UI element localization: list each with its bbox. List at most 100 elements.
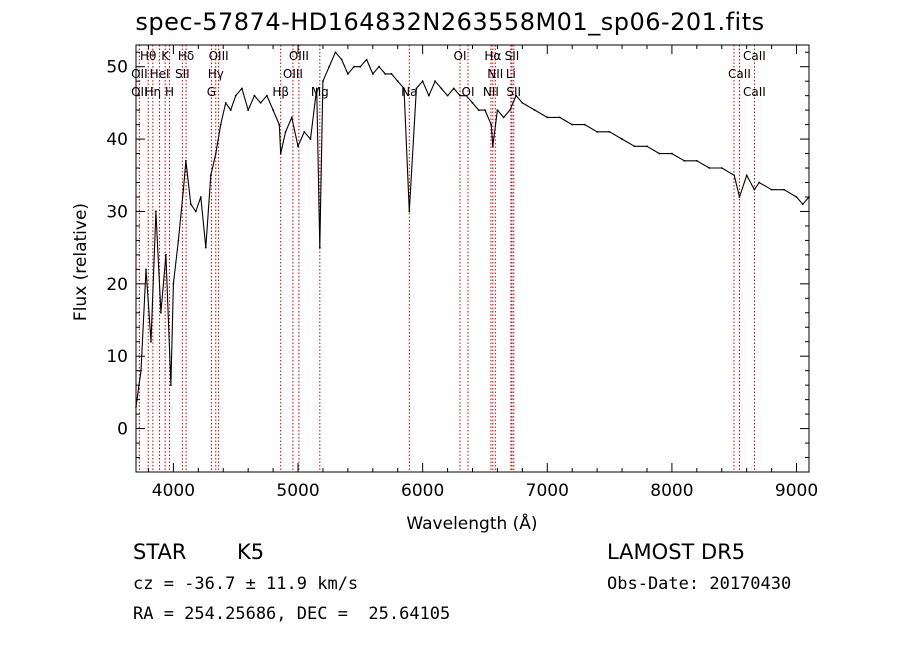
data-point [199, 196, 202, 198]
data-point [224, 101, 227, 104]
data-point [172, 282, 175, 285]
line-annotation: K [161, 49, 170, 63]
data-point [155, 210, 157, 213]
y-tick-label: 30 [106, 202, 128, 222]
line-annotation: NII [487, 67, 503, 81]
line-annotation: CaII [743, 85, 766, 99]
data-point [390, 73, 393, 75]
data-point [328, 65, 331, 68]
data-point [177, 239, 180, 242]
y-tick-label: 0 [117, 420, 128, 440]
data-point [359, 65, 362, 68]
data-point [160, 311, 162, 314]
data-point [403, 87, 405, 90]
line-annotation: Hθ [140, 49, 156, 63]
data-point [683, 159, 686, 162]
observation-date: Obs-Date: 20170430 [607, 574, 792, 594]
chart-title: spec-57874-HD164832N263558M01_sp06-201.f… [135, 8, 765, 36]
y-tick-label: 10 [106, 347, 128, 367]
data-point [253, 94, 256, 97]
data-point [322, 80, 324, 83]
data-point [440, 87, 443, 90]
data-point [169, 384, 172, 387]
data-point [334, 51, 337, 54]
data-point [571, 123, 574, 126]
line-markers [138, 45, 755, 472]
series-layer [135, 51, 810, 408]
plot-border [135, 44, 810, 473]
data-point [515, 94, 518, 97]
x-axis: 4000 5000 6000 7000 8000 9000 [147, 45, 818, 501]
data-point [408, 210, 411, 213]
data-point [427, 94, 430, 97]
redshift-cz: cz = -36.7 ± 11.9 km/s [133, 574, 359, 594]
data-point [184, 159, 187, 162]
data-point [491, 145, 494, 148]
line-annotation: SII [175, 67, 190, 81]
data-point [596, 130, 599, 133]
data-point [546, 116, 549, 119]
data-point [795, 196, 798, 198]
line-annotation: OI [454, 49, 467, 63]
line-annotation: H [165, 85, 174, 99]
data-point [745, 174, 748, 177]
line-annotation: Li [506, 67, 516, 81]
data-point [521, 101, 524, 104]
data-point [508, 109, 511, 112]
line-annotation: Hβ [272, 85, 289, 99]
line-annotations: Hθ K Hδ OIII OIII OI Hα SII CaII OII HeI SII Hγ OIII N… [131, 49, 766, 99]
data-point [477, 109, 480, 112]
line-annotation: HeI [150, 67, 170, 81]
data-point [340, 58, 343, 61]
data-point [241, 87, 243, 90]
data-point [182, 188, 185, 191]
data-point [633, 145, 636, 148]
data-point [753, 188, 756, 191]
x-tick-label: 9000 [775, 481, 818, 501]
line-annotation: OI [462, 85, 475, 99]
data-point [290, 116, 293, 119]
data-point [165, 253, 167, 256]
data-point [658, 152, 661, 155]
y-tick-label: 20 [106, 275, 128, 295]
data-point [189, 203, 192, 206]
line-annotation: G [207, 85, 216, 99]
line-annotation: Hδ [178, 49, 194, 63]
data-point [234, 94, 237, 97]
line-annotation: CaII [728, 67, 751, 81]
data-point [695, 159, 698, 162]
line-annotation: SII [506, 85, 521, 99]
data-point [733, 174, 736, 177]
x-axis-label: Wavelength (Å) [406, 512, 537, 534]
data-point [583, 123, 586, 126]
line-annotation: Hη [145, 85, 162, 99]
data-point [315, 87, 318, 90]
data-point [484, 109, 486, 112]
plot-frame [135, 44, 810, 473]
data-point [318, 246, 321, 249]
line-annotation: Mg [311, 85, 329, 99]
data-point [284, 130, 287, 133]
line-annotation: OIII [209, 49, 229, 63]
y-axis-label: Flux (relative) [71, 203, 91, 321]
data-point [214, 152, 217, 155]
data-point [671, 152, 673, 155]
object-type: STAR [133, 540, 187, 564]
y-tick-label: 50 [106, 58, 128, 78]
data-point [346, 73, 349, 75]
data-point [421, 80, 424, 83]
data-point [229, 109, 232, 112]
data-point [720, 167, 723, 169]
data-point [708, 167, 711, 169]
data-point [219, 123, 222, 126]
line-annotation: CaII [743, 49, 766, 63]
x-tick-label: 8000 [650, 481, 693, 501]
y-axis: 0 10 20 30 40 50 [106, 51, 809, 473]
line-annotation: OII [131, 67, 148, 81]
series-line [135, 51, 810, 407]
x-tick-label: 4000 [152, 481, 195, 501]
data-point [384, 73, 387, 75]
data-point [204, 246, 207, 249]
data-point [490, 123, 493, 126]
